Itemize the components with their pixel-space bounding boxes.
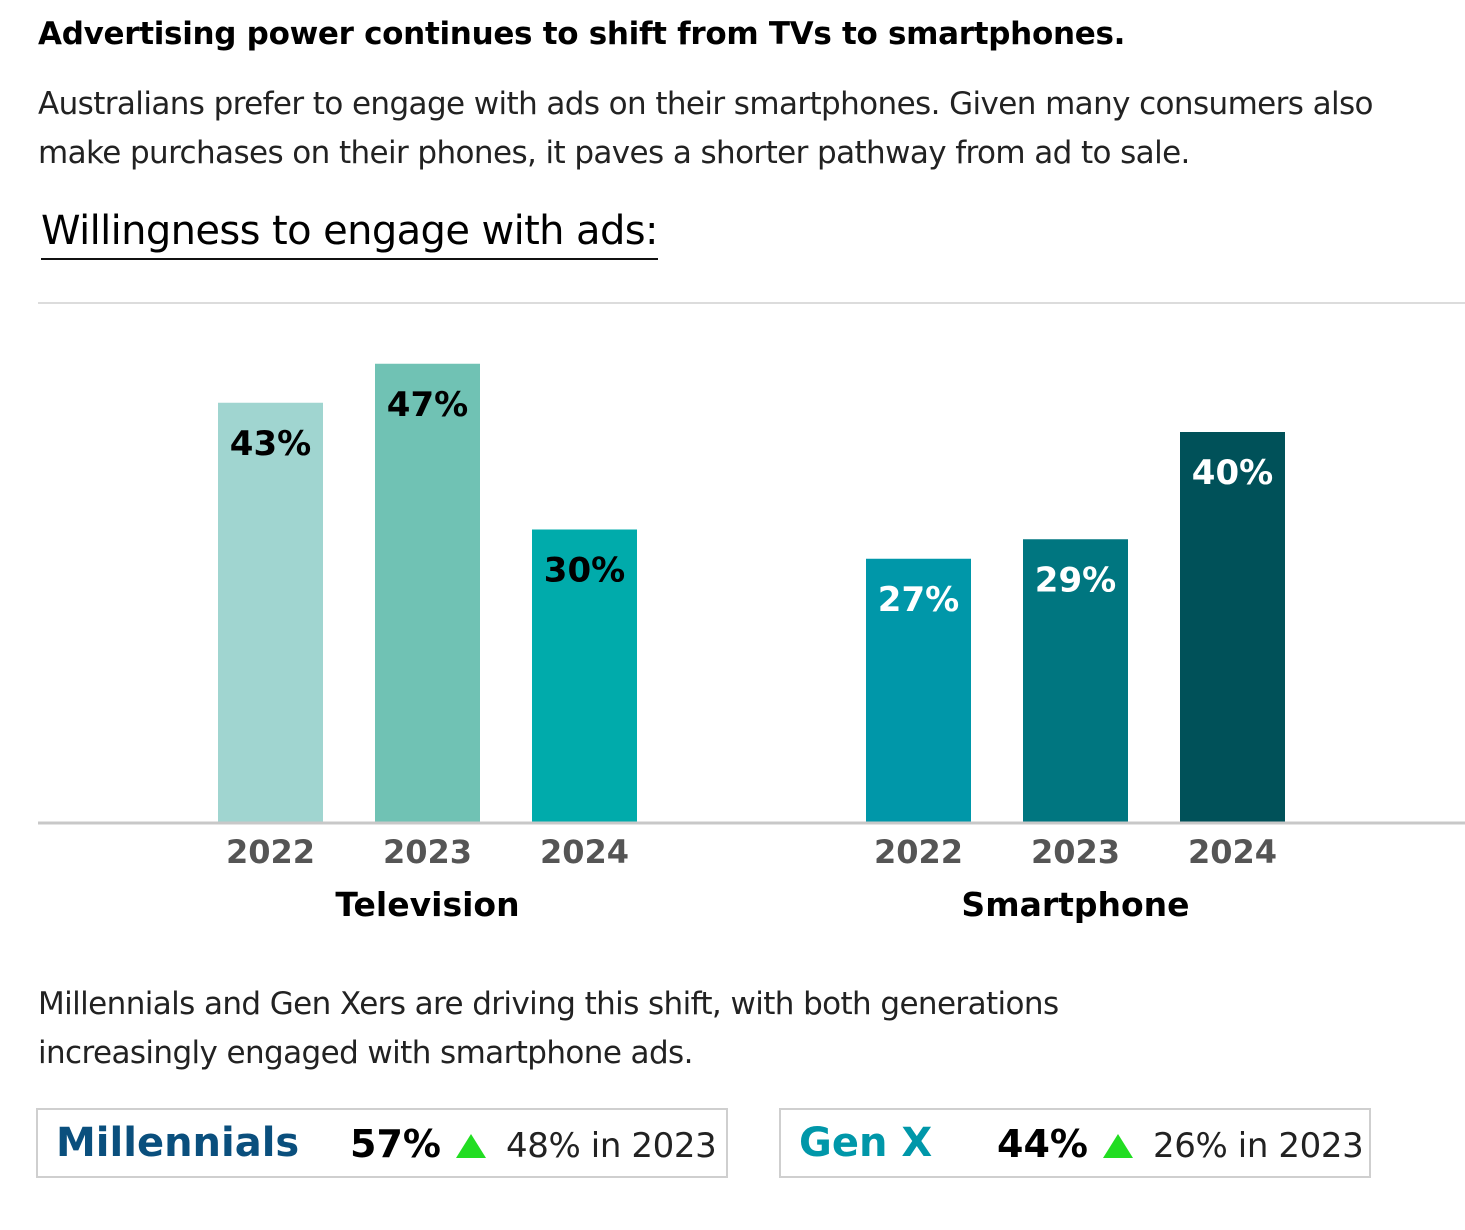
stat-box-millennials: Millennials 57% 48% in 2023 — [36, 1108, 728, 1178]
stat-value: 44% — [997, 1122, 1088, 1166]
page-headline: Advertising power continues to shift fro… — [38, 16, 1126, 52]
x-tick-label: 2024 — [1188, 833, 1277, 871]
bar-smartphone-2023 — [1023, 539, 1128, 822]
stat-previous: 48% in 2023 — [506, 1126, 717, 1166]
stat-name: Gen X — [799, 1120, 933, 1166]
bar-television-2023 — [375, 363, 480, 822]
stat-value: 57% — [350, 1122, 441, 1166]
data-label: 27% — [878, 580, 959, 620]
group-label: Smartphone — [961, 885, 1189, 924]
data-label: 30% — [544, 551, 625, 591]
stat-name: Millennials — [56, 1120, 300, 1166]
intro-paragraph: Australians prefer to engage with ads on… — [38, 86, 1374, 171]
bar-smartphone-2024 — [1180, 432, 1285, 822]
stat-box-gen-x: Gen X 44% 26% in 2023 — [779, 1108, 1371, 1178]
up-arrow-icon — [1103, 1134, 1133, 1158]
group-label: Television — [335, 885, 519, 924]
data-label: 40% — [1192, 453, 1273, 493]
x-tick-label: 2023 — [383, 833, 472, 871]
bar-chart: 43% 2022 47% 2023 30% 2024 Television 27% 2022 29… — [38, 363, 1465, 924]
bar-television-2024 — [532, 529, 637, 822]
data-label: 29% — [1035, 560, 1116, 600]
footnote-paragraph: Millennials and Gen Xers are driving thi… — [38, 986, 1059, 1071]
x-tick-label: 2024 — [540, 833, 629, 871]
stat-previous: 26% in 2023 — [1153, 1126, 1364, 1166]
x-tick-label: 2022 — [226, 833, 315, 871]
bar-television-2022 — [218, 402, 323, 822]
top-divider — [38, 302, 1465, 304]
x-tick-label: 2023 — [1031, 833, 1120, 871]
x-tick-label: 2022 — [874, 833, 963, 871]
chart-title: Willingness to engage with ads: — [41, 208, 658, 260]
up-arrow-icon — [456, 1134, 486, 1158]
bar-smartphone-2022 — [866, 558, 971, 822]
data-label: 47% — [387, 385, 468, 425]
data-label: 43% — [230, 424, 311, 464]
